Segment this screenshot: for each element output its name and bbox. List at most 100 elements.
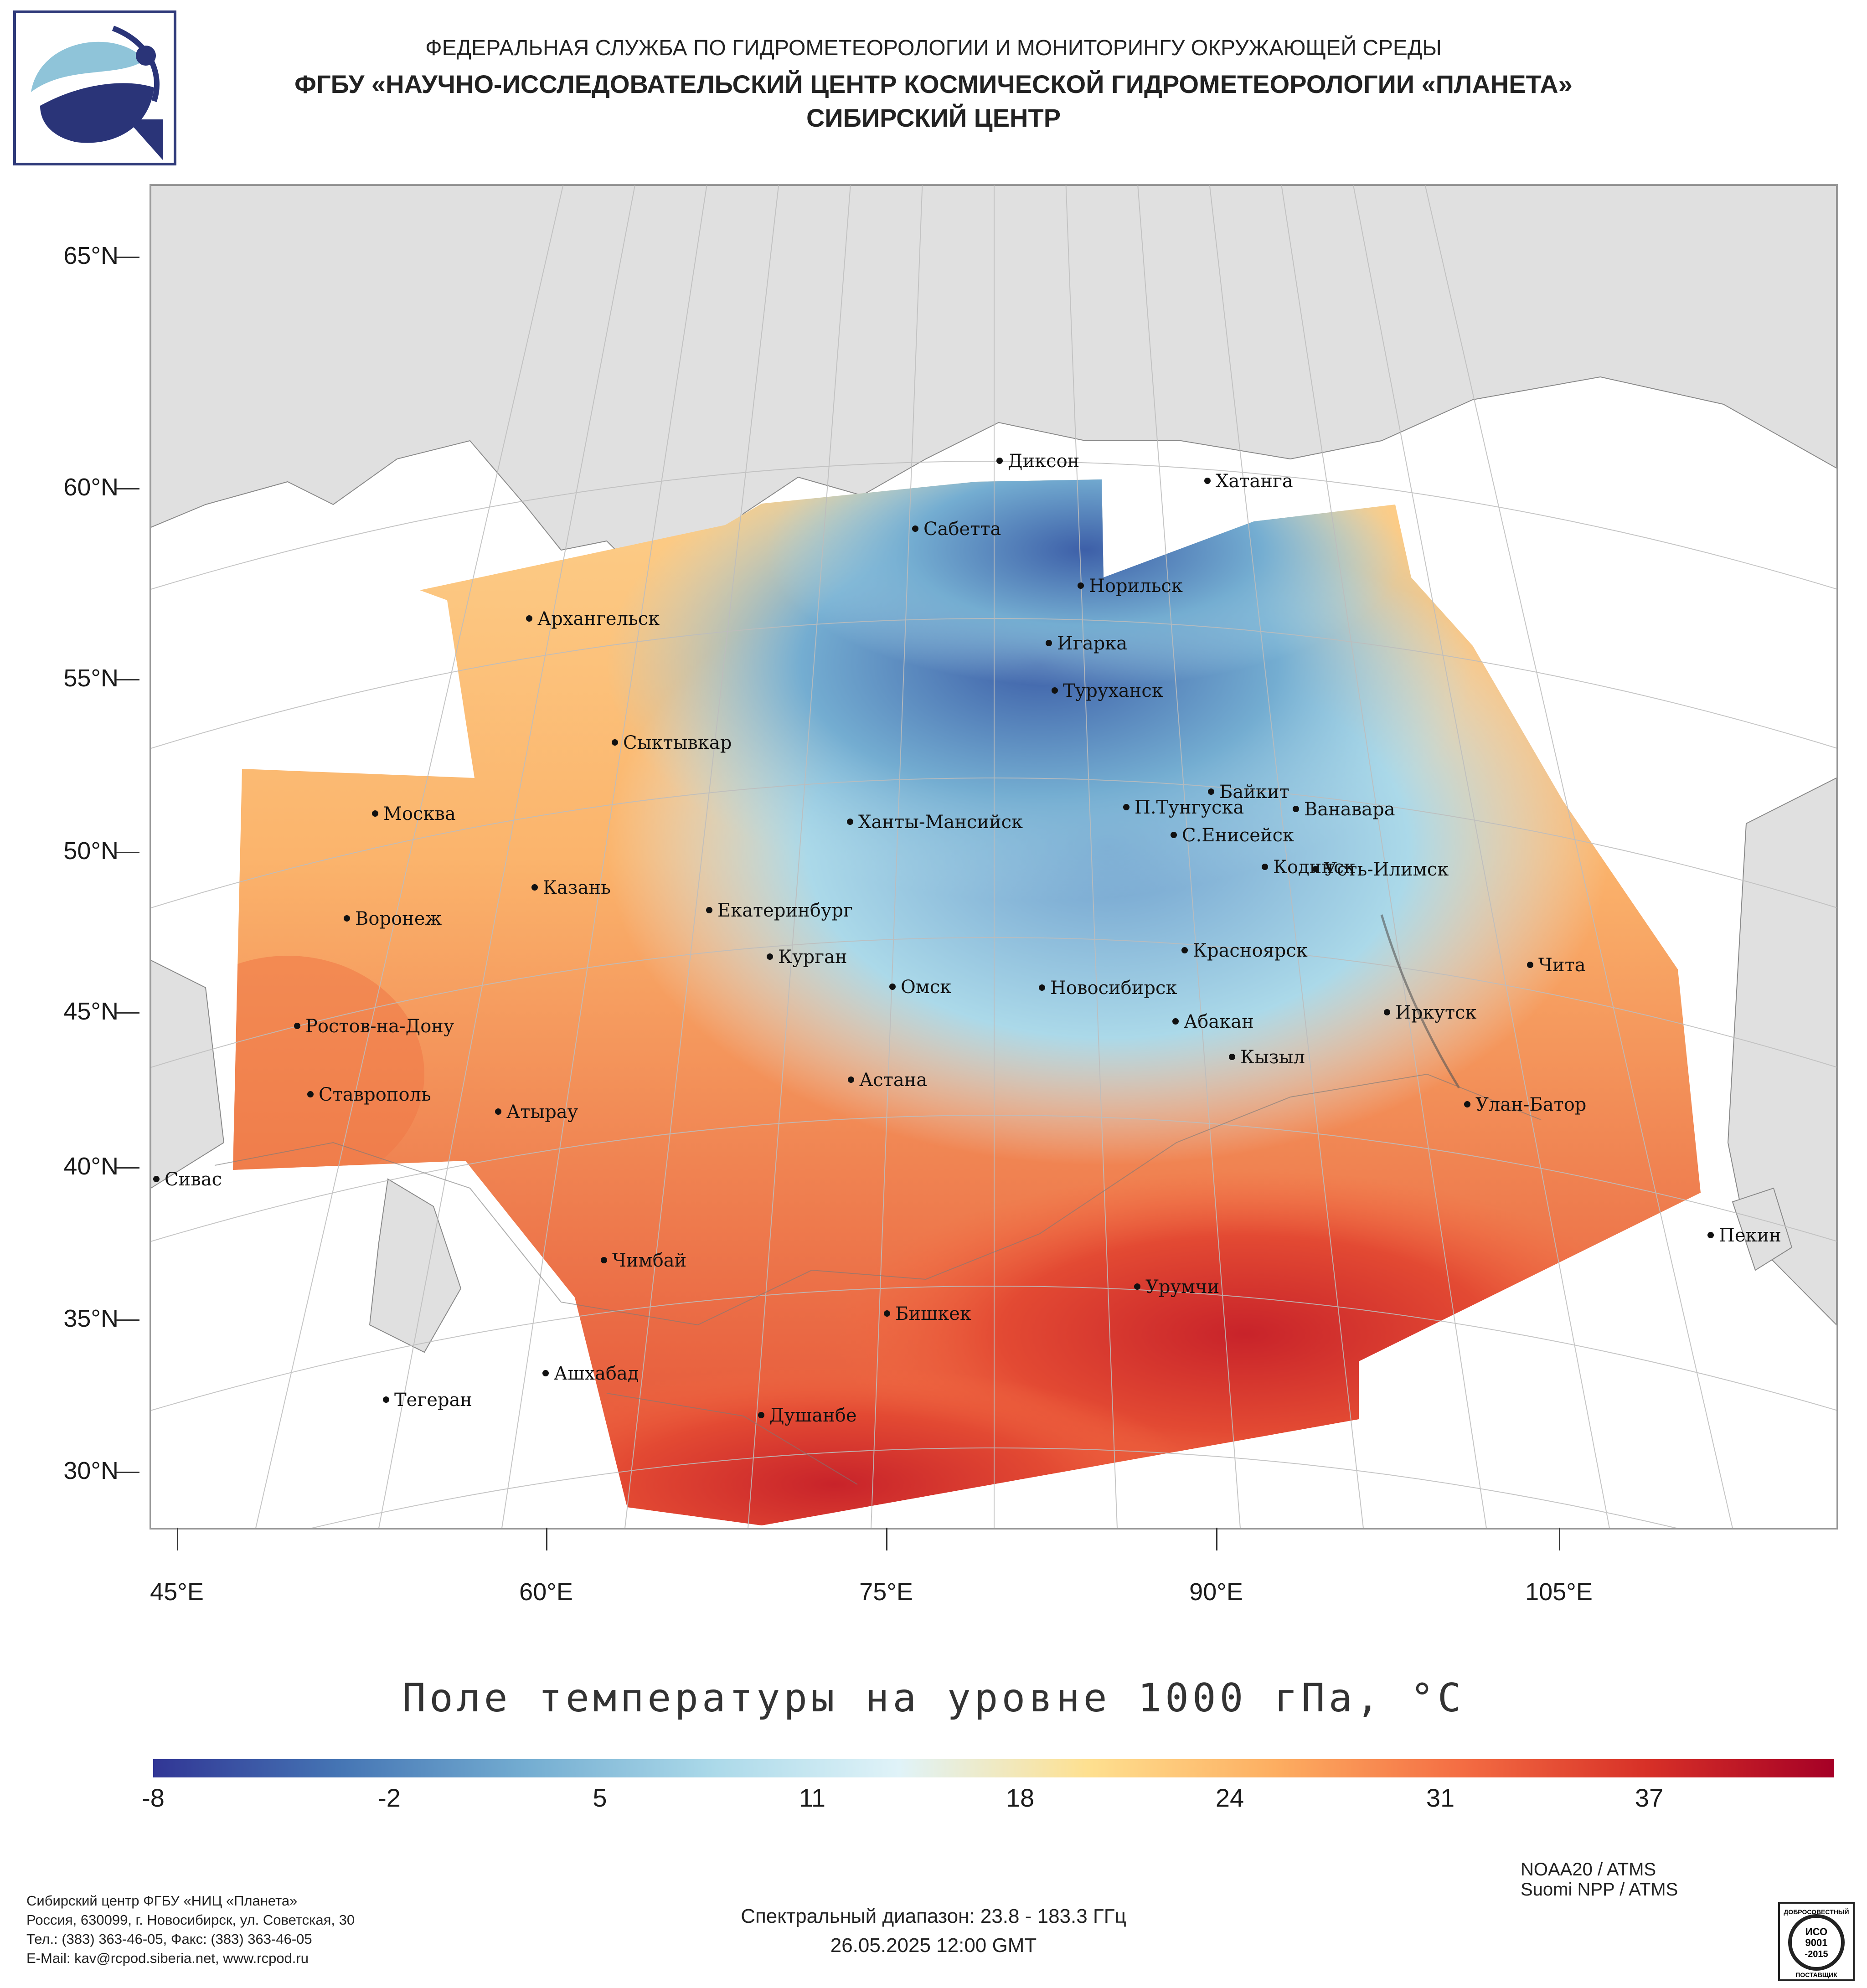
city-marker [1134,1283,1140,1290]
city-label: Сыктывкар [623,732,732,753]
satellite-noaa20: NOAA20 / ATMS [1521,1859,1656,1880]
lat-label-30: 30°N [63,1457,119,1484]
lat-tick-40 [116,1167,139,1169]
colorbar-label-31: 31 [1426,1783,1455,1812]
city-marker [1707,1232,1714,1238]
footer-phone: Тел.: (383) 363-46-05, Факс: (383) 363-4… [26,1931,312,1947]
city-label: Абакан [1184,1011,1254,1032]
colorbar-label-m2: -2 [378,1783,401,1812]
lon-tick-45 [177,1528,178,1550]
map-title: Поле температуры на уровне 1000 гПа, °C [402,1675,1465,1721]
city-label: Диксон [1008,451,1079,472]
planeta-logo [13,10,176,165]
city-marker [1464,1101,1470,1107]
colorbar-label-m8: -8 [142,1783,165,1812]
city-label: Усть-Илимск [1324,859,1449,880]
city-marker [1312,866,1319,872]
city-label: Иркутск [1395,1002,1477,1023]
city-label: Душанбе [769,1405,857,1426]
lat-tick-30 [116,1472,139,1473]
footer-contacts: Сибирский центр ФГБУ «НИЦ «Планета» Росс… [26,1891,355,1968]
city-label: Норильск [1089,576,1183,597]
city-marker [1384,1009,1390,1015]
city-label: Архангельск [537,608,660,629]
iso-badge-iso: ИСО [1805,1926,1827,1937]
city-label: Екатеринбург [717,900,853,921]
lat-tick-45 [116,1012,139,1014]
colorbar-label-24: 24 [1215,1783,1244,1812]
lon-label-60: 60°E [519,1578,573,1606]
city-marker [1204,478,1211,484]
lon-label-90: 90°E [1189,1578,1243,1606]
lat-label-60: 60°N [63,474,119,501]
colorbar-label-5: 5 [593,1783,607,1812]
city-marker [1046,640,1052,646]
city-label: Ашхабад [554,1363,639,1384]
lat-tick-50 [116,852,139,853]
lon-label-75: 75°E [859,1578,913,1606]
city-label: Астана [859,1070,927,1091]
city-label: Ванавара [1304,799,1395,820]
footer-address: Россия, 630099, г. Новосибирск, ул. Сове… [26,1912,355,1928]
lon-label-105: 105°E [1525,1578,1593,1606]
city-label: Хатанга [1216,471,1293,492]
iso-badge-bottom: ПОСТАВЩИК [1795,1971,1837,1978]
header-center: СИБИРСКИЙ ЦЕНТР [806,103,1061,132]
colorbar-label-11: 11 [799,1783,826,1812]
city-marker [383,1396,389,1403]
city-label: Туруханск [1063,680,1163,701]
city-label: Тегеран [394,1390,472,1411]
lon-tick-60 [546,1528,547,1550]
city-label: Урумчи [1145,1277,1219,1298]
city-label: Пекин [1719,1225,1781,1246]
city-label: Казань [543,877,611,898]
iso-badge-top: ДОБРОСОВЕСТНЫЙ [1784,1908,1849,1916]
city-label: Чита [1538,955,1586,976]
city-marker [1181,947,1188,953]
city-marker [1229,1054,1235,1060]
lon-tick-105 [1559,1528,1560,1550]
city-marker [1293,806,1299,812]
city-marker [542,1370,549,1376]
colorbar [153,1759,1834,1777]
city-label: Курган [778,947,847,968]
city-marker [153,1176,160,1182]
city-marker [706,907,712,913]
city-marker [767,953,773,960]
city-marker [1171,832,1177,838]
lon-tick-75 [886,1528,887,1550]
lat-tick-65 [116,257,139,258]
spectral-range: Спектральный диапазон: 23.8 - 183.3 ГГц [741,1905,1126,1927]
city-label: Омск [901,977,951,998]
city-marker [848,1076,854,1083]
city-marker [1039,984,1045,991]
colorbar-label-37: 37 [1635,1783,1664,1812]
city-label: Игарка [1057,633,1127,654]
lat-label-50: 50°N [63,837,119,865]
lon-tick-90 [1216,1528,1217,1550]
city-label: Кызыл [1240,1047,1305,1068]
city-marker [1123,804,1129,810]
city-label: Атырау [506,1102,578,1123]
city-label: Сабетта [923,519,1001,540]
lat-tick-35 [116,1319,139,1321]
lon-label-45: 45°E [150,1578,204,1606]
city-label: Улан-Батор [1475,1094,1586,1115]
footer-email: E-Mail: kav@rcpod.siberia.net, www.rcpod… [26,1950,309,1966]
city-marker [889,984,896,990]
city-marker [612,739,618,746]
city-label: Бишкек [895,1303,971,1324]
city-marker [1078,582,1084,589]
city-label: Байкит [1219,782,1289,803]
iso-badge: ДОБРОСОВЕСТНЫЙ ИСО 9001 -2015 ПОСТАВЩИК [1778,1902,1855,1981]
city-label: Новосибирск [1050,978,1177,999]
city-marker [601,1257,607,1263]
city-marker [1262,864,1268,870]
boundaries [214,914,1542,1485]
header-agency: ФЕДЕРАЛЬНАЯ СЛУЖБА ПО ГИДРОМЕТЕОРОЛОГИИ … [425,36,1442,60]
city-marker [344,915,350,922]
map-canvas: Диксон Хатанга Сабетта Норильск Архангельск И… [151,185,1836,1528]
temperature-map: Диксон Хатанга Сабетта Норильск Архангельск И… [150,184,1838,1530]
city-marker [1208,788,1214,795]
graticule [151,185,1836,1528]
